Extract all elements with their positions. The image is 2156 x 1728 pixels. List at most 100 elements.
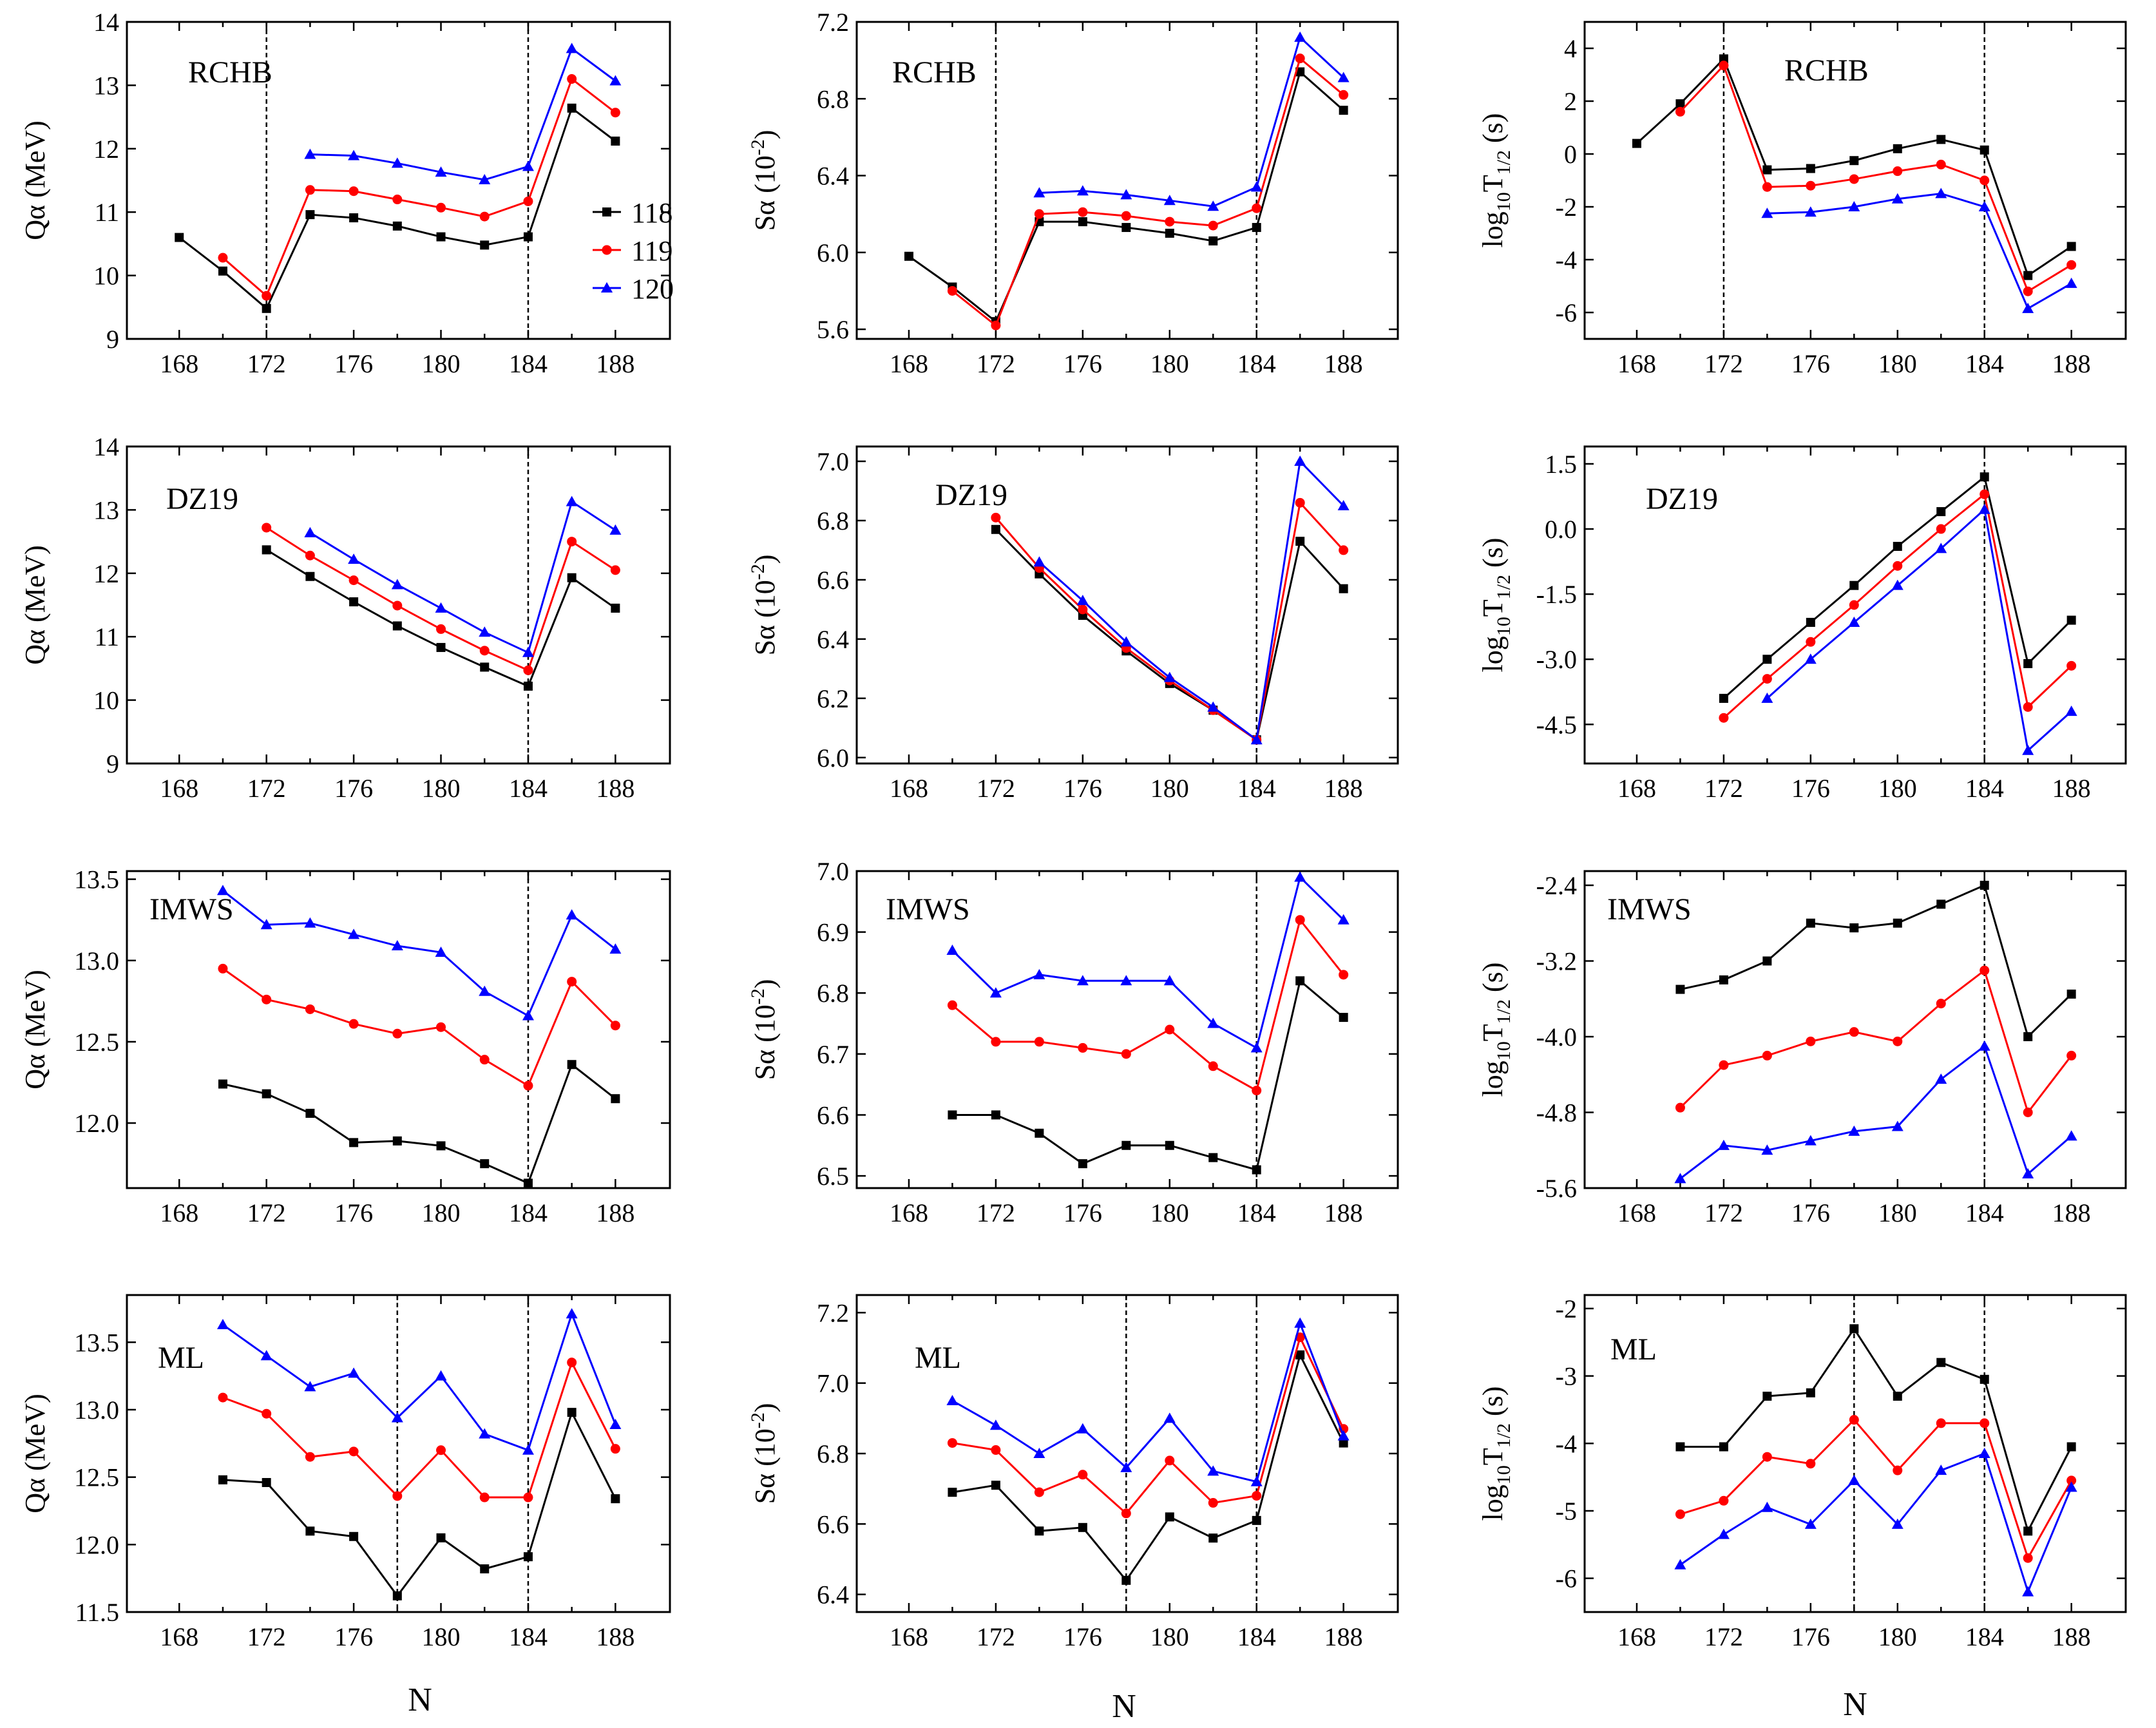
- series-120-point: [566, 43, 578, 53]
- y-tick-label: 12.5: [74, 1028, 119, 1057]
- series-118-point: [349, 1138, 359, 1147]
- x-tick-label: 188: [596, 774, 634, 803]
- x-tick-label: 172: [1704, 1198, 1743, 1227]
- x-tick-label: 188: [1324, 1622, 1363, 1651]
- series-119-point: [436, 624, 446, 634]
- model-label: IMWS: [886, 892, 970, 926]
- y-tick-label: 10: [93, 262, 119, 291]
- series-118-point: [1078, 1522, 1087, 1532]
- series-118-point: [480, 662, 490, 672]
- x-tick-label: 168: [1617, 349, 1656, 378]
- series-119-point: [1675, 106, 1685, 117]
- series-118-point: [349, 213, 359, 223]
- series-120-point: [2065, 277, 2077, 288]
- series-118-point: [1806, 164, 1815, 173]
- x-tick-label: 188: [596, 1622, 634, 1651]
- series-120-point: [479, 174, 491, 185]
- series-118-point: [1980, 881, 1989, 890]
- series-118-point: [1339, 106, 1348, 115]
- y-axis-label: log10T1/2 (s): [1477, 113, 1514, 248]
- series-119-point: [1339, 90, 1349, 100]
- series-118-point: [1719, 1442, 1728, 1452]
- series-120-point: [435, 946, 447, 957]
- series-118-point: [1165, 1140, 1174, 1150]
- y-tick-label: 11: [94, 622, 119, 651]
- series-120-line: [951, 1320, 1345, 1483]
- model-label: IMWS: [149, 892, 234, 926]
- series-118-point: [1936, 899, 1946, 909]
- y-axis-label-mid: T: [1477, 175, 1509, 192]
- series-119-point: [1719, 1060, 1729, 1070]
- series-120-line: [1038, 459, 1344, 742]
- series-120-point: [1294, 455, 1306, 466]
- y-axis-label-tail: ): [749, 1403, 781, 1413]
- series-119-point: [991, 512, 1001, 523]
- model-label: DZ19: [935, 478, 1007, 512]
- series-118-point: [1035, 1128, 1044, 1138]
- x-tick-label: 176: [334, 774, 373, 803]
- series-120-point: [1848, 1474, 1860, 1485]
- y-tick-label: -5: [1556, 1497, 1577, 1526]
- series-119-point: [1034, 1487, 1044, 1497]
- series-118-point: [1208, 236, 1218, 245]
- y-axis-label-sub: 1/2: [1493, 150, 1514, 175]
- y-tick-label: 10: [93, 686, 119, 715]
- series-120-point: [391, 1412, 403, 1423]
- series-119-line: [222, 77, 616, 298]
- series-119-point: [479, 1492, 490, 1502]
- y-axis-label-tail: ): [749, 979, 781, 989]
- series-118-point: [1762, 1392, 1772, 1401]
- series-119-point: [436, 1022, 446, 1032]
- series-120-point: [391, 579, 403, 590]
- series-119-line: [951, 57, 1344, 327]
- y-axis-label-sup: -2: [747, 139, 768, 155]
- x-tick-label: 180: [1150, 1622, 1189, 1651]
- series-118-point: [262, 545, 271, 555]
- y-axis-label-sup: -2: [747, 1412, 768, 1428]
- y-axis-label-tail: ): [749, 130, 781, 140]
- series-118-point: [567, 573, 577, 582]
- x-axis-label: N: [1112, 1688, 1136, 1725]
- y-tick-label: 13: [93, 71, 119, 100]
- y-tick-label: 6.4: [817, 162, 849, 191]
- x-axis-label: N: [1843, 1686, 1867, 1723]
- series-119-point: [305, 185, 315, 195]
- x-tick-label: 176: [1791, 1622, 1830, 1651]
- x-tick-label: 172: [247, 1622, 286, 1651]
- series-119-point: [1806, 637, 1816, 647]
- series-119-point: [392, 1491, 403, 1501]
- x-tick-label: 176: [334, 1622, 373, 1651]
- model-label: DZ19: [166, 482, 238, 516]
- series-118-point: [1936, 1358, 1946, 1367]
- series-118-point: [2066, 1442, 2076, 1452]
- legend-item-118: 118: [593, 197, 673, 229]
- y-axis-label: Sα (10-2): [747, 1403, 781, 1504]
- series-120-point: [1935, 187, 1947, 198]
- series-120-point: [304, 526, 316, 537]
- y-tick-label: 14: [93, 8, 119, 37]
- x-tick-label: 180: [1150, 1198, 1189, 1227]
- x-tick-label: 184: [1237, 1198, 1276, 1227]
- x-tick-label: 168: [1617, 774, 1656, 803]
- x-tick-label: 172: [247, 1198, 286, 1227]
- series-120-line: [309, 500, 616, 654]
- plot-frame: [855, 21, 1399, 340]
- series-120-point: [522, 1010, 534, 1021]
- series-119-point: [1165, 1024, 1175, 1035]
- series-119-point: [1719, 61, 1729, 71]
- series-118-point: [1675, 99, 1685, 109]
- series-118-point: [1675, 984, 1685, 994]
- series-120-point: [348, 149, 360, 160]
- panel-imws-t: 168 172 176 180 184 188 -5.6 -4.8 -4.0 -3.2 -2.4 lo…: [1477, 870, 2127, 1227]
- y-tick-label: 6.0: [817, 744, 849, 773]
- series-119-line: [1679, 1418, 2072, 1560]
- series-120-point: [260, 1350, 272, 1361]
- y-tick-label: 6.6: [817, 1100, 849, 1129]
- series-120-point: [2065, 706, 2077, 716]
- series-120-point: [1978, 503, 1990, 514]
- series-119-point: [1295, 915, 1305, 925]
- series-119-point: [1121, 1508, 1131, 1519]
- x-tick-label: 176: [334, 1198, 373, 1227]
- series-120-point: [1935, 542, 1947, 553]
- series-119-point: [1208, 1498, 1218, 1508]
